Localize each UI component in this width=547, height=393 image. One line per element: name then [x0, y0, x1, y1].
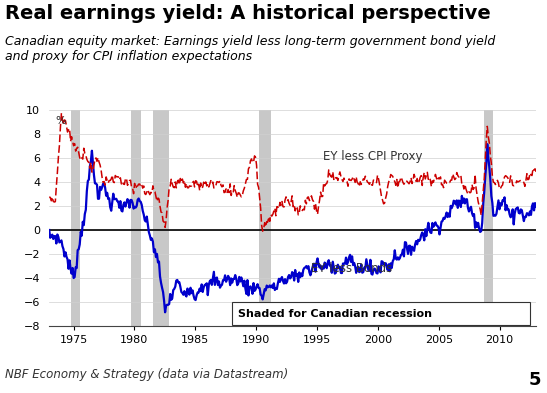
Text: Real earnings yield: A historical perspective: Real earnings yield: A historical perspe… — [5, 4, 491, 23]
Bar — [259, 110, 271, 326]
Bar — [232, 302, 530, 325]
Text: 5: 5 — [529, 371, 542, 389]
Text: EY less CPI Proxy: EY less CPI Proxy — [323, 151, 423, 163]
Text: EY less Bonds: EY less Bonds — [311, 262, 392, 275]
Bar — [484, 110, 493, 326]
Bar — [131, 110, 141, 326]
Text: %: % — [55, 116, 66, 126]
Text: Canadian equity market: Earnings yield less long-term government bond yield
and : Canadian equity market: Earnings yield l… — [5, 35, 496, 63]
Bar — [71, 110, 80, 326]
Text: Shaded for Canadian recession: Shaded for Canadian recession — [238, 309, 432, 319]
Text: NBF Economy & Strategy (data via Datastream): NBF Economy & Strategy (data via Datastr… — [5, 368, 289, 381]
Bar — [153, 110, 169, 326]
